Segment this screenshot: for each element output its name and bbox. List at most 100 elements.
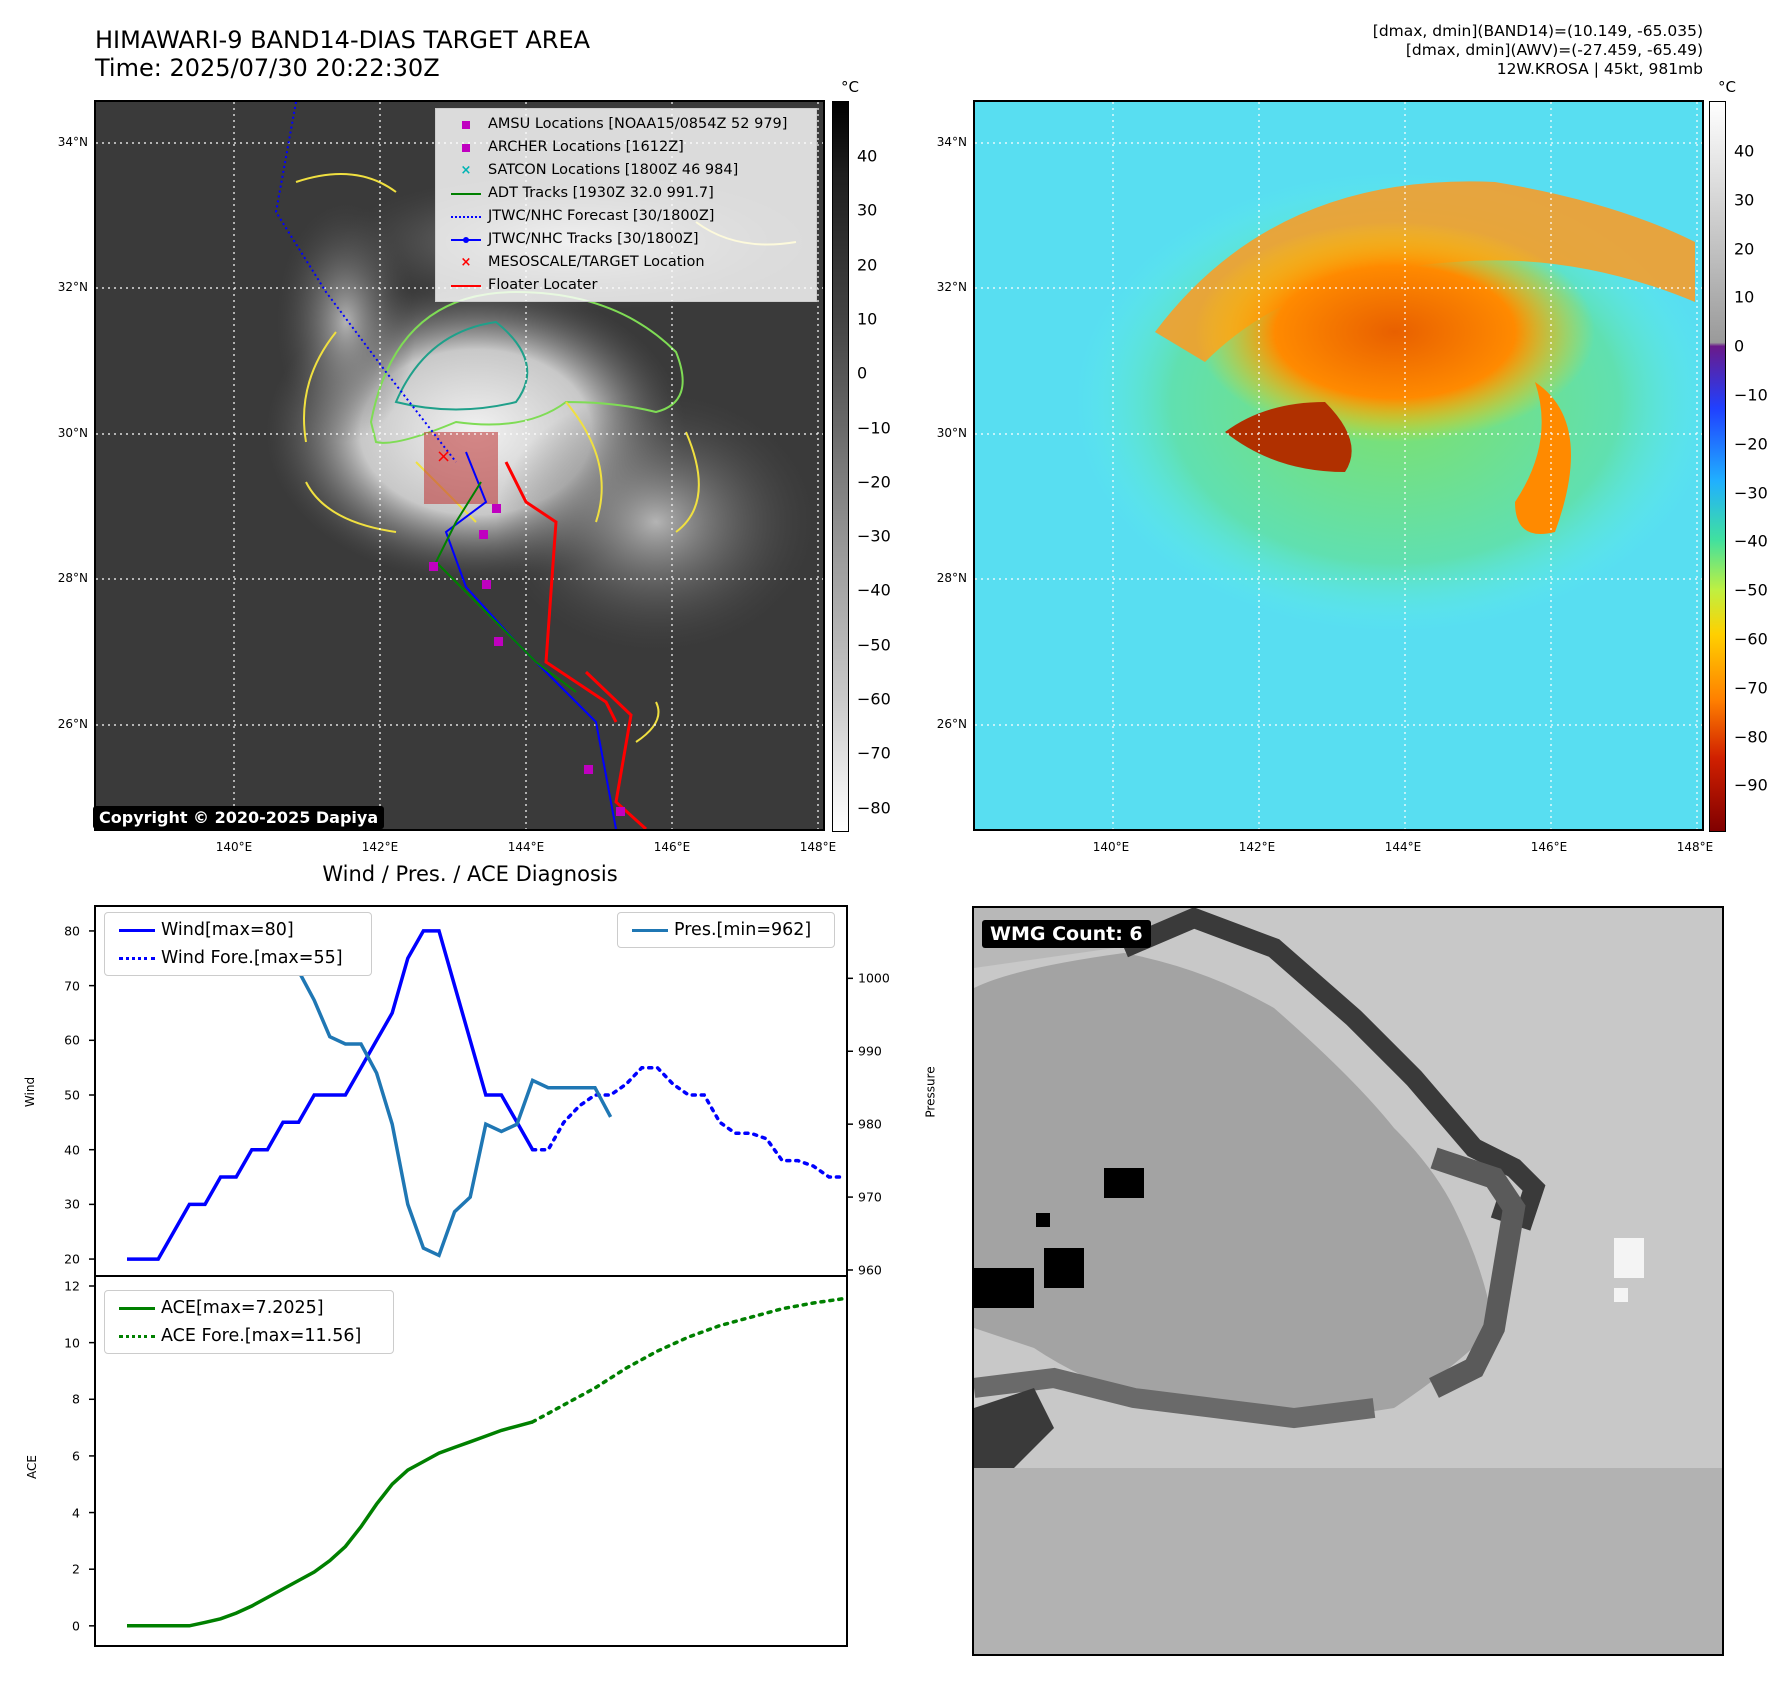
solid-line-icon <box>444 277 488 295</box>
title-line-2: Time: 2025/07/30 20:22:30Z <box>95 54 440 82</box>
wind-axis-tick: 30 <box>64 1196 80 1212</box>
colorbar-right-tick: −40 <box>1734 531 1768 551</box>
svg-text:×: × <box>436 446 451 467</box>
lon-label: 146°E <box>1530 840 1568 854</box>
ace-axis-tick: 10 <box>64 1335 80 1351</box>
diagnosis-chart <box>89 905 853 1647</box>
colorbar-right-tick: 40 <box>1734 141 1755 161</box>
wmg-image <box>974 908 1722 1654</box>
ace-axis-tick: 6 <box>72 1448 80 1464</box>
wind-axis-tick: 50 <box>64 1087 80 1103</box>
colorbar-right-tick: −60 <box>1734 629 1768 649</box>
lat-label: 34°N <box>57 135 88 149</box>
colorbar-right-tick: −90 <box>1734 775 1768 795</box>
square-marker-icon <box>444 116 488 134</box>
colorbar-right-tick: 30 <box>1734 190 1755 210</box>
colorbar-right-tick: −50 <box>1734 580 1768 600</box>
solid-line-icon <box>113 921 161 939</box>
pressure-legend: Pres.[min=962] <box>617 912 835 948</box>
legend-item-floater: Floater Locater <box>444 274 808 297</box>
lon-label: 144°E <box>1384 840 1422 854</box>
ace-axis-tick: 8 <box>72 1391 80 1407</box>
lon-label: 146°E <box>653 840 691 854</box>
title-line-1: HIMAWARI-9 BAND14-DIAS TARGET AREA <box>95 26 591 54</box>
lat-label: 28°N <box>57 571 88 585</box>
awv-map-image <box>975 102 1702 829</box>
legend-item-jtwc-forecast: JTWC/NHC Forecast [30/1800Z] <box>444 205 808 228</box>
colorbar-right-tick: −10 <box>1734 385 1768 405</box>
wind-axis-tick: 80 <box>64 923 80 939</box>
lat-label: 30°N <box>936 426 967 440</box>
x-marker-icon: × <box>460 163 472 178</box>
colorbar-right-tick: 10 <box>1734 287 1755 307</box>
legend-item-satcon: × SATCON Locations [1800Z 46 984] <box>444 159 808 182</box>
ace-axis-label: ACE <box>24 1455 39 1479</box>
colorbar-right-unit: °C <box>1718 78 1736 96</box>
lon-label: 140°E <box>1092 840 1130 854</box>
wind-axis-label: Wind <box>23 1076 38 1108</box>
awv-map-panel <box>973 100 1704 831</box>
legend-item-target: × MESOSCALE/TARGET Location <box>444 251 808 274</box>
ir-map-panel: × AMSU Locations [NOAA15/0854Z 52 979] A… <box>94 100 825 831</box>
pressure-axis-tick: 970 <box>858 1189 882 1205</box>
lon-label: 148°E <box>799 840 837 854</box>
colorbar-left-tick: −80 <box>857 798 891 818</box>
ace-axis-tick: 4 <box>72 1505 80 1521</box>
info-band14: [dmax, dmin](BAND14)=(10.149, -65.035) <box>1372 22 1703 40</box>
wind-axis-tick: 70 <box>64 978 80 994</box>
legend-item-ace-fore: ACE Fore.[max=11.56] <box>113 1322 385 1350</box>
colorbar-left-unit: °C <box>841 78 859 96</box>
wind-axis-tick: 20 <box>64 1251 80 1267</box>
wind-legend: Wind[max=80] Wind Fore.[max=55] <box>104 912 372 976</box>
legend-item-amsu: AMSU Locations [NOAA15/0854Z 52 979] <box>444 113 808 136</box>
wind-line <box>127 929 535 1261</box>
colorbar-left-tick: −60 <box>857 689 891 709</box>
info-storm: 12W.KROSA | 45kt, 981mb <box>1496 60 1703 78</box>
square-marker-icon <box>444 139 488 157</box>
lat-label: 28°N <box>936 571 967 585</box>
figure-title: HIMAWARI-9 BAND14-DIAS TARGET AREA Time:… <box>95 26 590 82</box>
legend-item-wind: Wind[max=80] <box>113 916 363 944</box>
colorbar-left-tick: 20 <box>857 255 878 275</box>
colorbar-right-tick: −70 <box>1734 678 1768 698</box>
colorbar-left-tick: 40 <box>857 146 878 166</box>
pressure-axis-tick: 960 <box>858 1262 882 1278</box>
wind-axis-tick: 60 <box>64 1032 80 1048</box>
map-legend: AMSU Locations [NOAA15/0854Z 52 979] ARC… <box>435 108 817 302</box>
colorbar-left <box>832 101 849 832</box>
wind-axis-tick: 40 <box>64 1142 80 1158</box>
dotted-line-icon <box>113 949 161 967</box>
legend-item-adt: ADT Tracks [1930Z 32.0 991.7] <box>444 182 808 205</box>
lat-label: 32°N <box>57 280 88 294</box>
colorbar-left-tick: −20 <box>857 472 891 492</box>
colorbar-right-tick: −30 <box>1734 483 1768 503</box>
colorbar-left-tick: −50 <box>857 635 891 655</box>
lon-label: 144°E <box>507 840 545 854</box>
colorbar-right-tick: 20 <box>1734 239 1755 259</box>
ace-plot-frame <box>94 1275 848 1647</box>
ace-legend: ACE[max=7.2025] ACE Fore.[max=11.56] <box>104 1290 394 1354</box>
dotted-line-icon <box>444 208 488 226</box>
colorbar-left-tick: −10 <box>857 418 891 437</box>
lat-label: 32°N <box>936 280 967 294</box>
wmg-count-badge: WMG Count: 6 <box>982 920 1151 948</box>
dotted-line-icon <box>113 1327 161 1345</box>
wmg-panel <box>972 906 1724 1656</box>
lat-label: 34°N <box>936 135 967 149</box>
lon-label: 148°E <box>1676 840 1714 854</box>
colorbar-left-tick: 0 <box>857 363 868 383</box>
lat-label: 26°N <box>936 717 967 731</box>
colorbar-right-tick: −20 <box>1734 434 1768 454</box>
wind-series-group <box>127 925 847 1261</box>
legend-item-archer: ARCHER Locations [1612Z] <box>444 136 808 159</box>
info-awv: [dmax, dmin](AWV)=(-27.459, -65.49) <box>1405 41 1703 59</box>
lon-label: 142°E <box>1238 840 1276 854</box>
copyright-badge: Copyright © 2020-2025 Dapiya <box>93 806 385 829</box>
solid-line-icon <box>626 921 674 939</box>
ace-axis-tick: 2 <box>72 1561 80 1577</box>
colorbar-left-tick: −30 <box>857 526 891 546</box>
colorbar-right-tick: 0 <box>1734 336 1745 356</box>
lon-label: 140°E <box>215 840 253 854</box>
ace-forecast-line <box>530 1296 847 1424</box>
dot-line-icon <box>444 231 488 249</box>
